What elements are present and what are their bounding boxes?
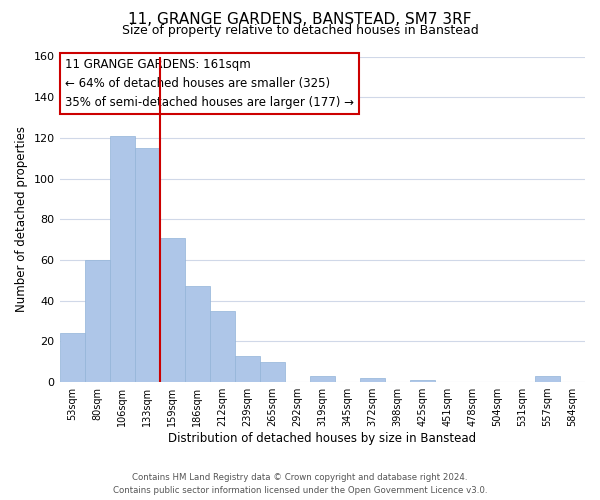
Bar bbox=[85, 260, 110, 382]
Text: 11, GRANGE GARDENS, BANSTEAD, SM7 3RF: 11, GRANGE GARDENS, BANSTEAD, SM7 3RF bbox=[128, 12, 472, 28]
Bar bbox=[360, 378, 385, 382]
Bar bbox=[410, 380, 435, 382]
Text: 11 GRANGE GARDENS: 161sqm
← 64% of detached houses are smaller (325)
35% of semi: 11 GRANGE GARDENS: 161sqm ← 64% of detac… bbox=[65, 58, 354, 109]
Bar bbox=[260, 362, 285, 382]
Text: Contains HM Land Registry data © Crown copyright and database right 2024.
Contai: Contains HM Land Registry data © Crown c… bbox=[113, 474, 487, 495]
Bar bbox=[160, 238, 185, 382]
Bar bbox=[310, 376, 335, 382]
Bar bbox=[235, 356, 260, 382]
X-axis label: Distribution of detached houses by size in Banstead: Distribution of detached houses by size … bbox=[168, 432, 476, 445]
Y-axis label: Number of detached properties: Number of detached properties bbox=[15, 126, 28, 312]
Bar bbox=[535, 376, 560, 382]
Text: Size of property relative to detached houses in Banstead: Size of property relative to detached ho… bbox=[122, 24, 478, 37]
Bar bbox=[110, 136, 134, 382]
Bar bbox=[209, 311, 235, 382]
Bar bbox=[134, 148, 160, 382]
Bar bbox=[59, 333, 85, 382]
Bar bbox=[185, 286, 209, 382]
